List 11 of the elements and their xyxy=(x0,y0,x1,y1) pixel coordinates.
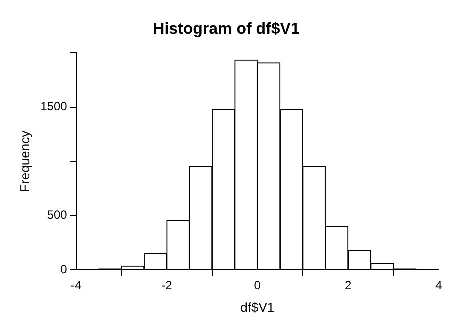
x-tick-label: 4 xyxy=(436,278,443,293)
y-tick-label: 0 xyxy=(60,262,68,276)
x-tick-label: -4 xyxy=(70,278,82,293)
chart-title: Histogram of df$V1 xyxy=(153,21,300,38)
x-axis-title: df$V1 xyxy=(240,300,275,315)
x-tick-label: 2 xyxy=(344,278,352,293)
y-tick-label: 500 xyxy=(47,208,68,222)
x-tick-label: 0 xyxy=(254,278,262,293)
x-tick-label: -2 xyxy=(162,278,173,293)
y-axis-title: Frequency xyxy=(17,130,32,192)
y-tick-label: 1500 xyxy=(40,100,68,114)
